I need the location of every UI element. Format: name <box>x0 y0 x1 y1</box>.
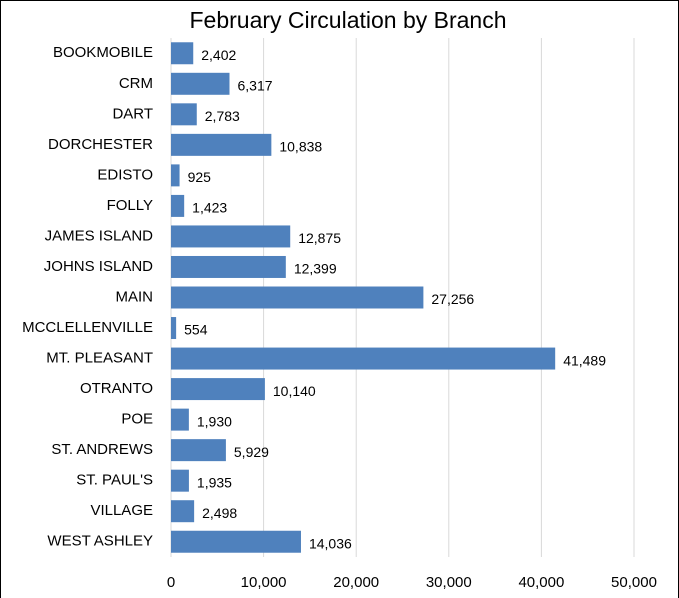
y-tick-label: BOOKMOBILE <box>53 44 153 61</box>
bar <box>171 408 189 431</box>
bar <box>171 72 230 95</box>
y-tick-label: JAMES ISLAND <box>45 227 154 244</box>
value-label: 2,498 <box>202 505 237 521</box>
y-tick-label: ST. ANDREWS <box>51 441 153 458</box>
x-tick-label: 10,000 <box>241 574 287 591</box>
y-tick-label: EDISTO <box>97 166 153 183</box>
bar <box>171 133 272 156</box>
y-tick-label: MAIN <box>116 288 154 305</box>
bar <box>171 286 424 309</box>
y-tick-label: CRM <box>119 75 153 92</box>
bar <box>171 164 180 187</box>
bar <box>171 225 291 248</box>
value-label: 12,875 <box>298 230 341 246</box>
bar <box>171 500 195 523</box>
y-tick-label: DART <box>112 105 153 122</box>
x-tick-label: 0 <box>167 574 175 591</box>
bar <box>171 439 226 462</box>
x-tick-label: 50,000 <box>611 574 657 591</box>
bar <box>171 347 556 370</box>
bar <box>171 255 286 278</box>
chart-title: February Circulation by Branch <box>189 7 506 33</box>
bar <box>171 103 197 126</box>
bar <box>171 469 189 492</box>
y-tick-label: FOLLY <box>107 197 153 214</box>
x-tick-label: 20,000 <box>333 574 379 591</box>
value-label: 554 <box>184 322 208 338</box>
y-tick-label: DORCHESTER <box>48 136 153 153</box>
value-label: 6,317 <box>237 77 272 93</box>
x-tick-label: 40,000 <box>518 574 564 591</box>
value-label: 10,140 <box>273 383 316 399</box>
value-label: 2,402 <box>201 47 236 63</box>
x-tick-label: 30,000 <box>426 574 472 591</box>
y-tick-label: VILLAGE <box>90 502 153 519</box>
value-label: 27,256 <box>431 291 474 307</box>
y-tick-label: MCCLELLENVILLE <box>22 319 153 336</box>
bar <box>171 378 265 401</box>
value-label: 41,489 <box>563 352 606 368</box>
bar <box>171 42 194 65</box>
value-label: 10,838 <box>279 139 322 155</box>
y-tick-label: JOHNS ISLAND <box>44 258 153 275</box>
value-label: 2,783 <box>205 108 240 124</box>
y-tick-label: WEST ASHLEY <box>47 533 153 550</box>
y-tick-label: POE <box>121 411 153 428</box>
value-label: 14,036 <box>309 535 352 551</box>
value-label: 1,930 <box>197 413 232 429</box>
value-label: 925 <box>188 169 212 185</box>
bar <box>171 194 185 217</box>
y-tick-label: MT. PLEASANT <box>46 350 153 367</box>
value-label: 1,423 <box>192 200 227 216</box>
bar <box>171 530 301 553</box>
value-label: 5,929 <box>234 444 269 460</box>
y-tick-label: OTRANTO <box>80 380 153 397</box>
value-label: 1,935 <box>197 474 232 490</box>
bar <box>171 317 177 340</box>
y-tick-label: ST. PAUL'S <box>76 472 153 489</box>
value-label: 12,399 <box>294 261 337 277</box>
